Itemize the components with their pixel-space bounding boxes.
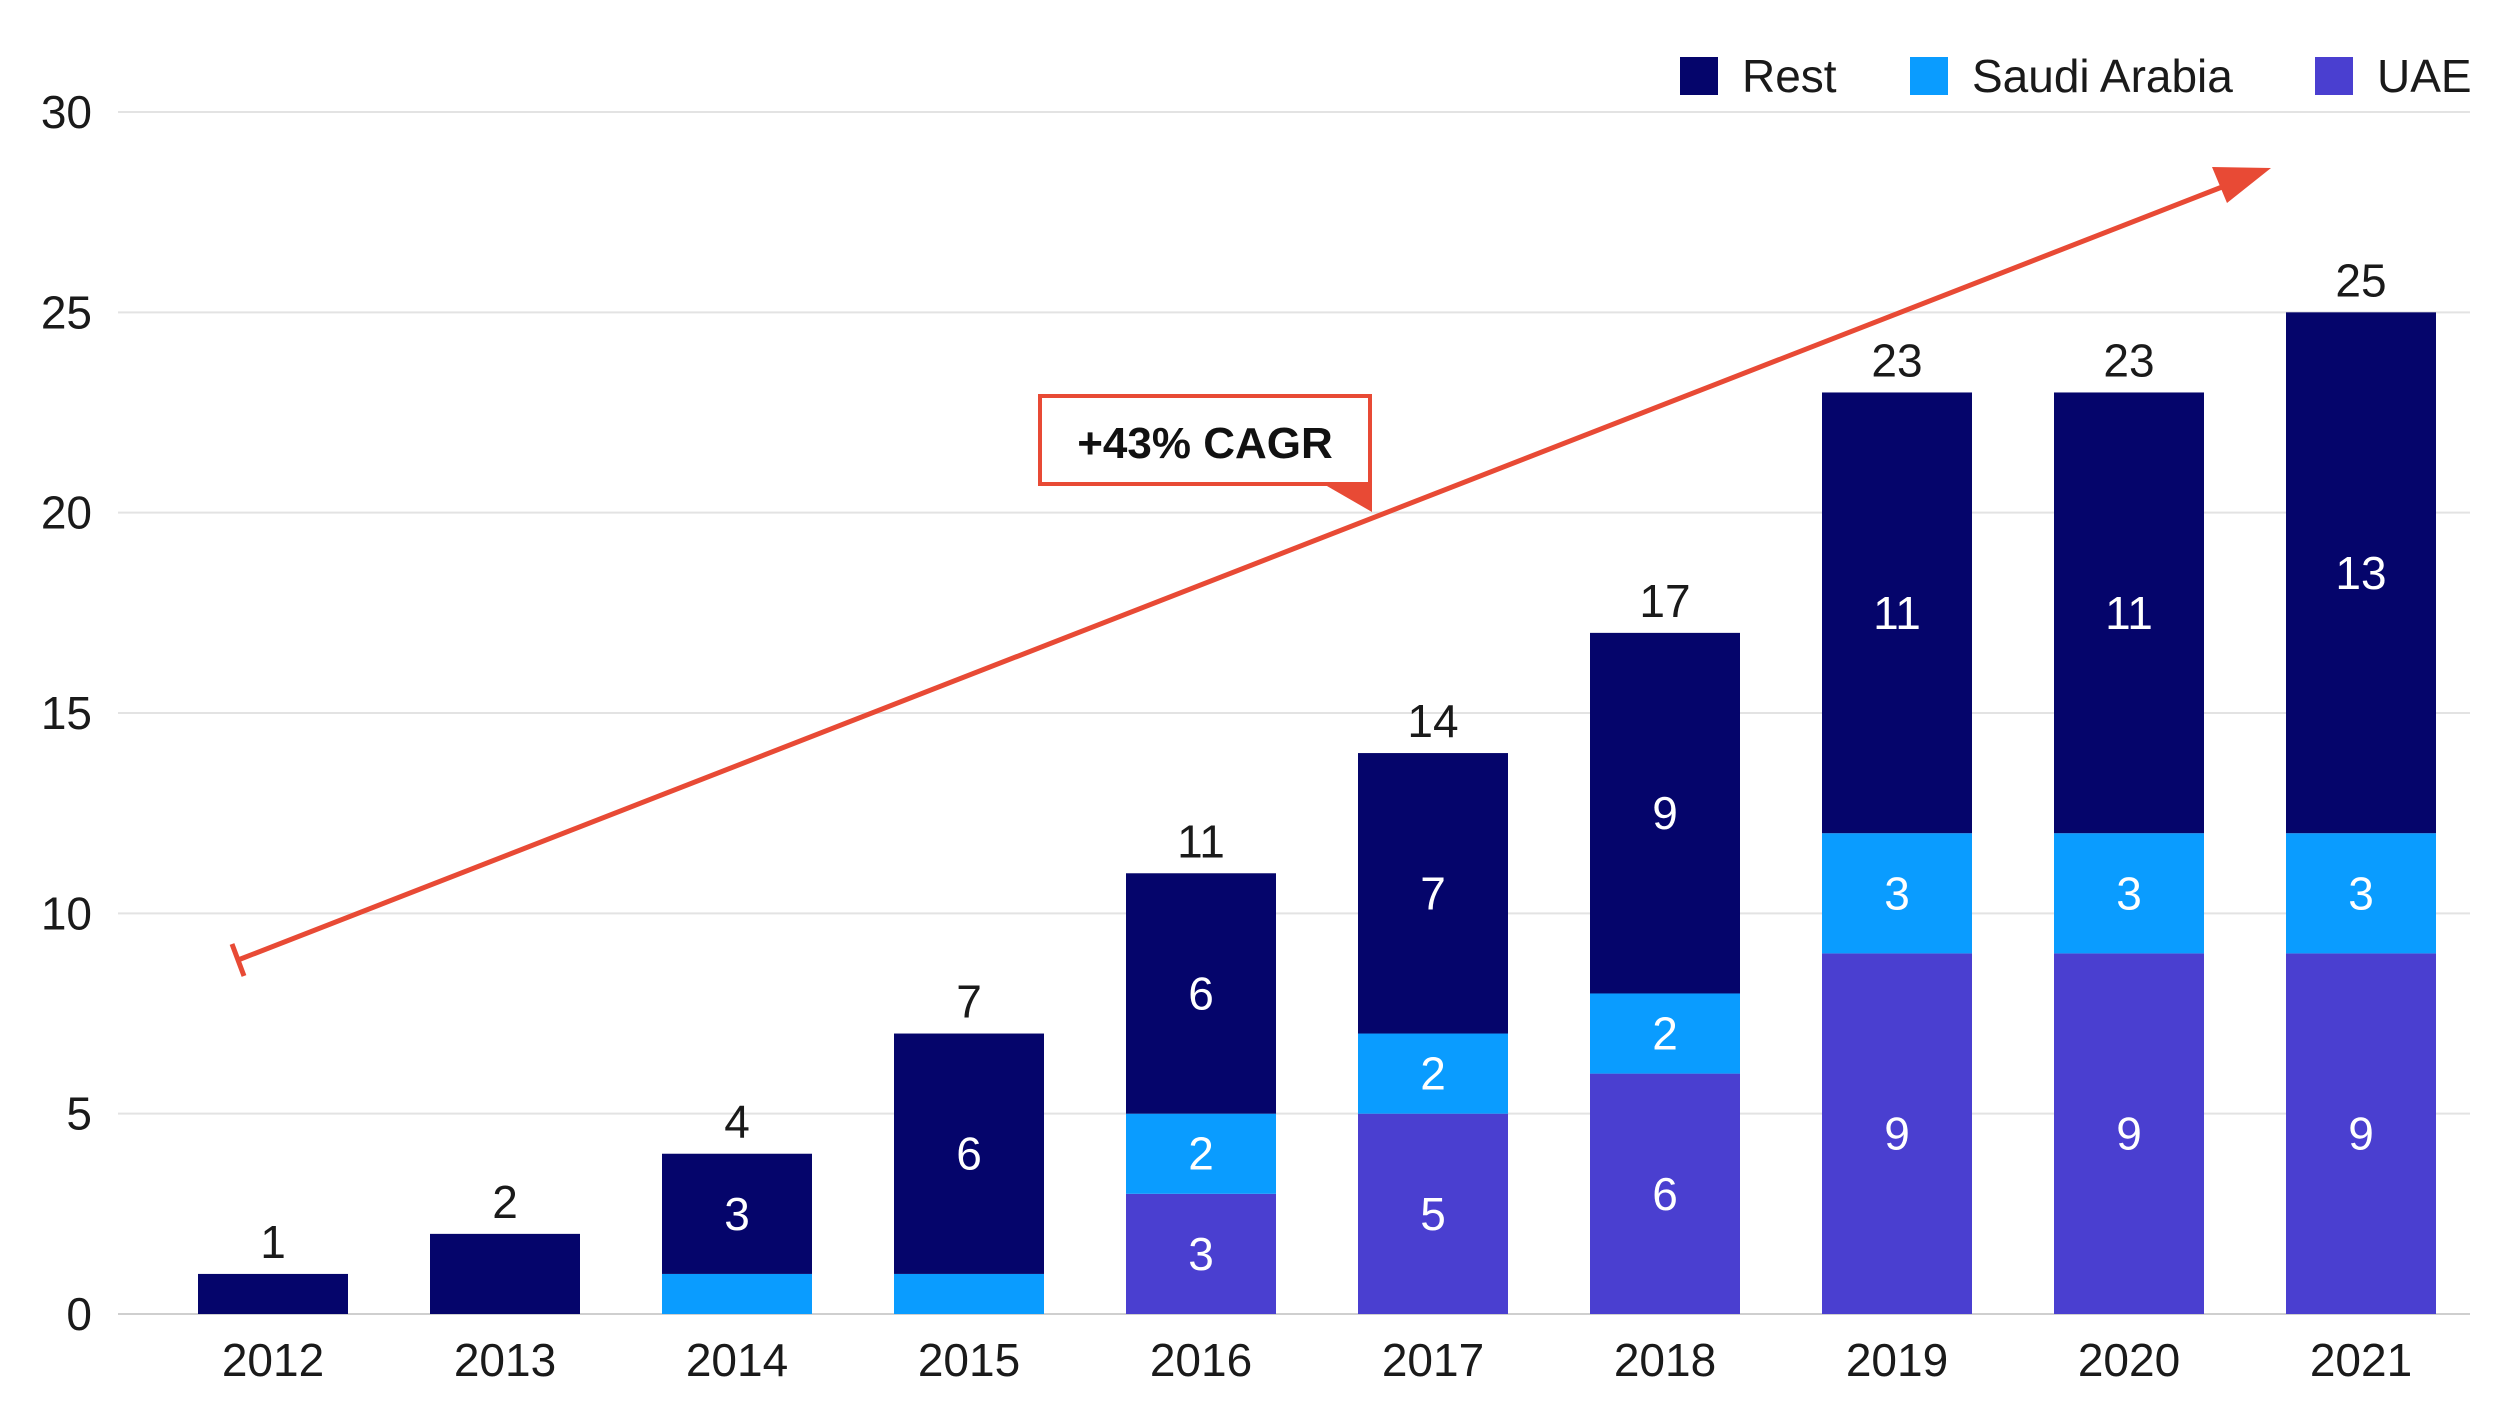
bar-segment bbox=[1590, 993, 1740, 1074]
bar-segment bbox=[430, 1233, 580, 1314]
y-axis-ticks: 0 5 10 15 20 25 30 bbox=[41, 86, 92, 1340]
total-label: 23 bbox=[2103, 334, 2154, 386]
x-tick-label: 2019 bbox=[1846, 1334, 1948, 1386]
x-tick-label: 2021 bbox=[2310, 1334, 2412, 1386]
bar-segment bbox=[1358, 1033, 1508, 1114]
segment-label: 6 bbox=[956, 1128, 982, 1180]
legend-label: Saudi Arabia bbox=[1972, 50, 2233, 102]
x-tick-label: 2017 bbox=[1382, 1334, 1484, 1386]
legend-swatch bbox=[1910, 57, 1948, 95]
bar-segment bbox=[1358, 1113, 1508, 1314]
total-label: 14 bbox=[1407, 695, 1458, 747]
bar-segment bbox=[1822, 953, 1972, 1314]
x-tick-label: 2014 bbox=[686, 1334, 788, 1386]
legend: Rest Saudi Arabia UAE bbox=[1680, 50, 2472, 102]
segment-label: 3 bbox=[1884, 867, 1910, 919]
total-label: 7 bbox=[956, 976, 982, 1028]
bar-segment bbox=[2054, 953, 2204, 1314]
segment-label: 9 bbox=[1884, 1108, 1910, 1160]
total-label: 2 bbox=[492, 1176, 518, 1228]
segment-label: 2 bbox=[1188, 1128, 1214, 1180]
segment-label: 6 bbox=[1652, 1168, 1678, 1220]
bar-segment bbox=[198, 1273, 348, 1314]
total-label: 11 bbox=[1177, 815, 1225, 867]
bar-segment bbox=[2054, 833, 2204, 954]
y-tick-label: 20 bbox=[41, 487, 92, 539]
y-tick-label: 5 bbox=[66, 1088, 92, 1140]
total-label: 17 bbox=[1639, 575, 1690, 627]
x-tick-label: 2012 bbox=[222, 1334, 324, 1386]
segment-label: 7 bbox=[1420, 867, 1446, 919]
cagr-annotation: +43% CAGR bbox=[229, 167, 2271, 977]
legend-swatch bbox=[1680, 57, 1718, 95]
bars: 3 6 3 2 6 5 2 7 6 2 9 9 3 11 9 3 11 9 3 13 bbox=[198, 312, 2436, 1314]
bar-segment bbox=[1590, 1073, 1740, 1314]
segment-label: 3 bbox=[2348, 867, 2374, 919]
y-tick-label: 25 bbox=[41, 286, 92, 338]
total-label: 25 bbox=[2335, 254, 2386, 306]
segment-label: 3 bbox=[724, 1188, 750, 1240]
segment-label: 9 bbox=[2348, 1108, 2374, 1160]
bar-segment bbox=[2286, 953, 2436, 1314]
segment-label: 2 bbox=[1420, 1048, 1446, 1100]
x-tick-label: 2016 bbox=[1150, 1334, 1252, 1386]
bar-segment bbox=[662, 1153, 812, 1274]
total-label: 1 bbox=[260, 1216, 286, 1268]
legend-label: UAE bbox=[2377, 50, 2472, 102]
bar-segment bbox=[1126, 873, 1276, 1114]
bar-segment bbox=[1358, 753, 1508, 1034]
cagr-arrow-line bbox=[237, 177, 2241, 963]
cagr-arrow-head bbox=[2212, 167, 2271, 203]
segment-label: 13 bbox=[2335, 547, 2386, 599]
cagr-box bbox=[1038, 394, 1372, 486]
segment-label: 3 bbox=[2116, 867, 2142, 919]
x-tick-label: 2015 bbox=[918, 1334, 1020, 1386]
cagr-box-pointer bbox=[1320, 482, 1372, 512]
bar-segment bbox=[662, 1273, 812, 1314]
bar-segment bbox=[1822, 392, 1972, 834]
bar-segment bbox=[2054, 392, 2204, 834]
cagr-label: +43% CAGR bbox=[1077, 419, 1333, 468]
bar-segment bbox=[894, 1273, 1044, 1314]
segment-label: 9 bbox=[2116, 1108, 2142, 1160]
bar-segment bbox=[2286, 833, 2436, 954]
legend-swatch bbox=[2315, 57, 2353, 95]
segment-label: 6 bbox=[1188, 967, 1214, 1019]
y-tick-label: 0 bbox=[66, 1288, 92, 1340]
bar-segment bbox=[1590, 632, 1740, 994]
segment-label: 11 bbox=[2105, 587, 2153, 639]
y-tick-label: 30 bbox=[41, 86, 92, 138]
total-label: 4 bbox=[724, 1096, 750, 1148]
segment-label: 2 bbox=[1652, 1008, 1678, 1060]
segment-label: 3 bbox=[1188, 1228, 1214, 1280]
y-tick-label: 15 bbox=[41, 687, 92, 739]
x-tick-label: 2020 bbox=[2078, 1334, 2180, 1386]
x-axis-ticks: 2012 2013 2014 2015 2016 2017 2018 2019 2020 2021 bbox=[222, 1334, 2412, 1386]
segment-label: 9 bbox=[1652, 787, 1678, 839]
bar-segment bbox=[1126, 1193, 1276, 1314]
y-tick-label: 10 bbox=[41, 887, 92, 939]
bar-segment bbox=[1126, 1113, 1276, 1194]
segment-label: 5 bbox=[1420, 1188, 1446, 1240]
x-tick-label: 2018 bbox=[1614, 1334, 1716, 1386]
bar-segment bbox=[2286, 312, 2436, 834]
total-label: 23 bbox=[1871, 334, 1922, 386]
cagr-arrow-tail bbox=[229, 943, 247, 977]
bar-segment bbox=[1822, 833, 1972, 954]
x-tick-label: 2013 bbox=[454, 1334, 556, 1386]
segment-label: 11 bbox=[1873, 587, 1921, 639]
legend-label: Rest bbox=[1742, 50, 1837, 102]
bar-segment bbox=[894, 1033, 1044, 1274]
